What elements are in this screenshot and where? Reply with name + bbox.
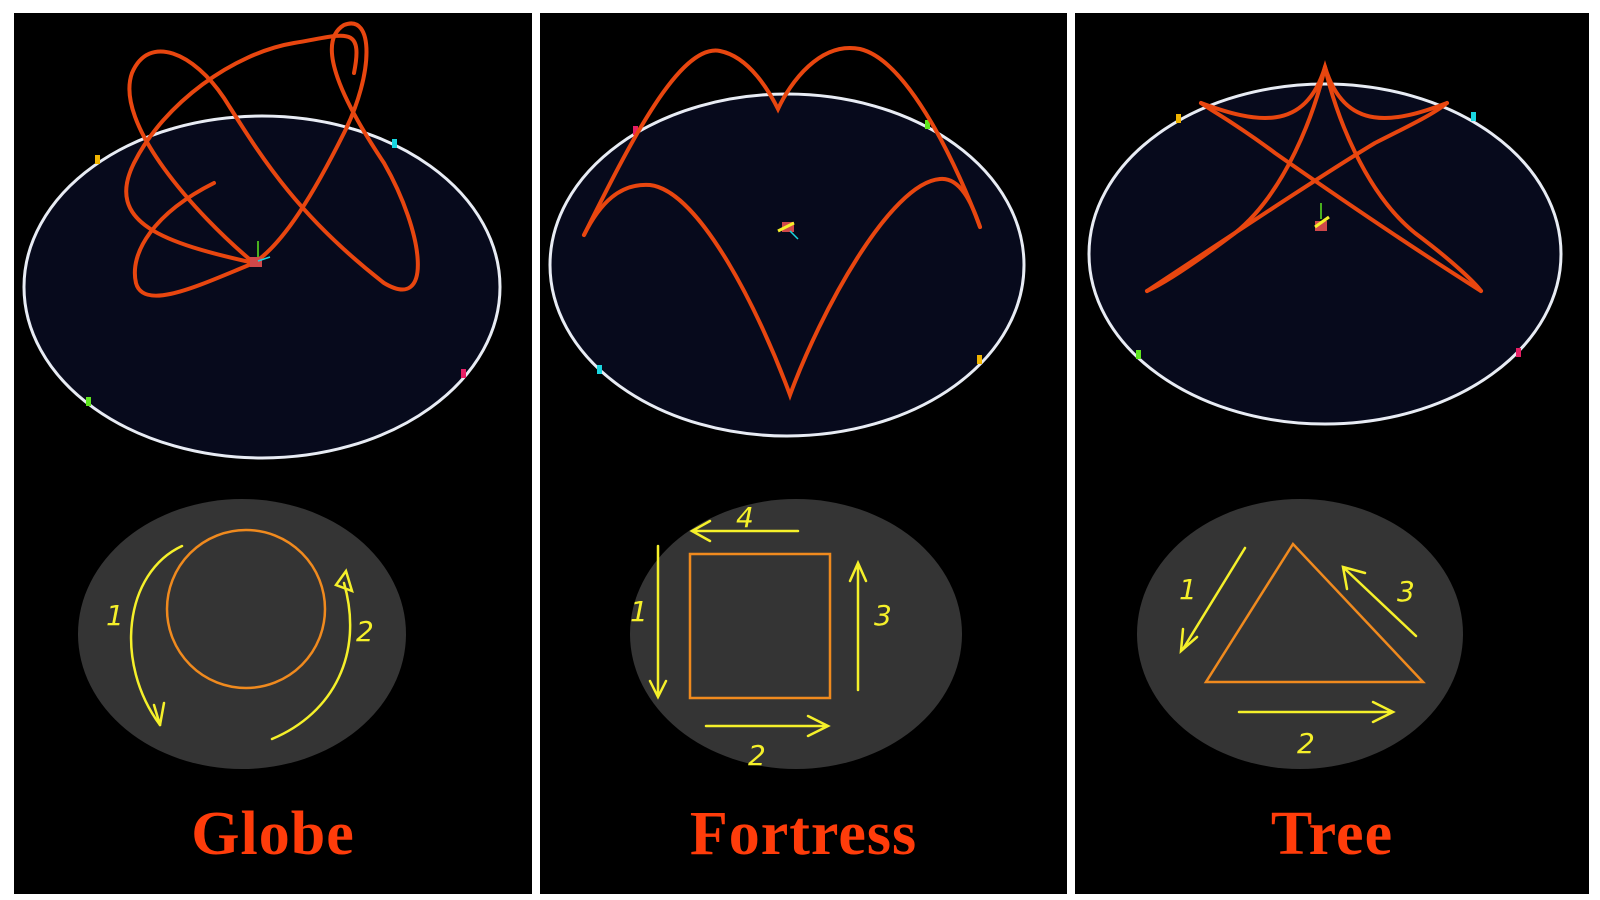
marker-green <box>1136 350 1141 359</box>
robot-icon <box>250 241 271 267</box>
marker-green <box>925 120 930 129</box>
sketch-triangle <box>1203 541 1426 684</box>
step-label-2: 2 <box>356 615 374 648</box>
marker-cyan <box>597 365 602 374</box>
sketch-backdrop <box>630 499 962 769</box>
step-label-1: 1 <box>106 599 124 632</box>
sketch-arrows <box>1179 546 1418 724</box>
panel-title: Globe <box>191 800 355 868</box>
marker-yellow <box>977 355 982 364</box>
step-label-2: 2 <box>1297 727 1315 760</box>
sketch-arrows <box>648 519 868 738</box>
step-label-3: 3 <box>874 599 892 632</box>
marker-yellow <box>1176 114 1181 123</box>
step-label-1: 1 <box>1179 573 1197 606</box>
marker-yellow <box>95 155 100 164</box>
trajectory <box>582 46 982 401</box>
robot-icon <box>1314 203 1330 231</box>
sketch-arrows <box>129 544 354 741</box>
globe-panel: 1 2 Globe <box>14 13 532 894</box>
tree-diagram: 1 2 3 <box>1087 60 1563 769</box>
arena-floor <box>22 114 502 460</box>
arena-markers <box>597 120 982 374</box>
marker-green <box>86 397 91 406</box>
marker-magenta <box>1516 348 1521 357</box>
marker-magenta <box>461 369 466 378</box>
marker-cyan <box>1471 112 1476 121</box>
fortress-panel: 1 2 3 4 Fortress <box>540 13 1067 894</box>
fortress-diagram: 1 2 3 4 <box>548 46 1026 772</box>
step-label-4: 4 <box>736 501 754 534</box>
arena-floor <box>1087 82 1563 426</box>
tree-panel: 1 2 3 Tree <box>1075 13 1589 894</box>
panel-title: Fortress <box>689 800 918 868</box>
globe-diagram: 1 2 <box>22 21 502 769</box>
sketch-square <box>688 552 832 700</box>
arena-markers <box>86 139 466 406</box>
marker-cyan <box>392 139 397 148</box>
marker-magenta <box>633 126 638 135</box>
trajectory <box>1145 60 1483 293</box>
sketch-backdrop <box>1137 499 1463 769</box>
step-label-1: 1 <box>630 595 648 628</box>
step-label-2: 2 <box>748 739 766 772</box>
panel-title: Tree <box>1270 800 1394 868</box>
trajectory <box>124 21 420 298</box>
arena-markers <box>1136 112 1521 359</box>
step-label-3: 3 <box>1397 575 1415 608</box>
sketch-circle <box>165 528 327 690</box>
robot-icon <box>777 221 799 240</box>
